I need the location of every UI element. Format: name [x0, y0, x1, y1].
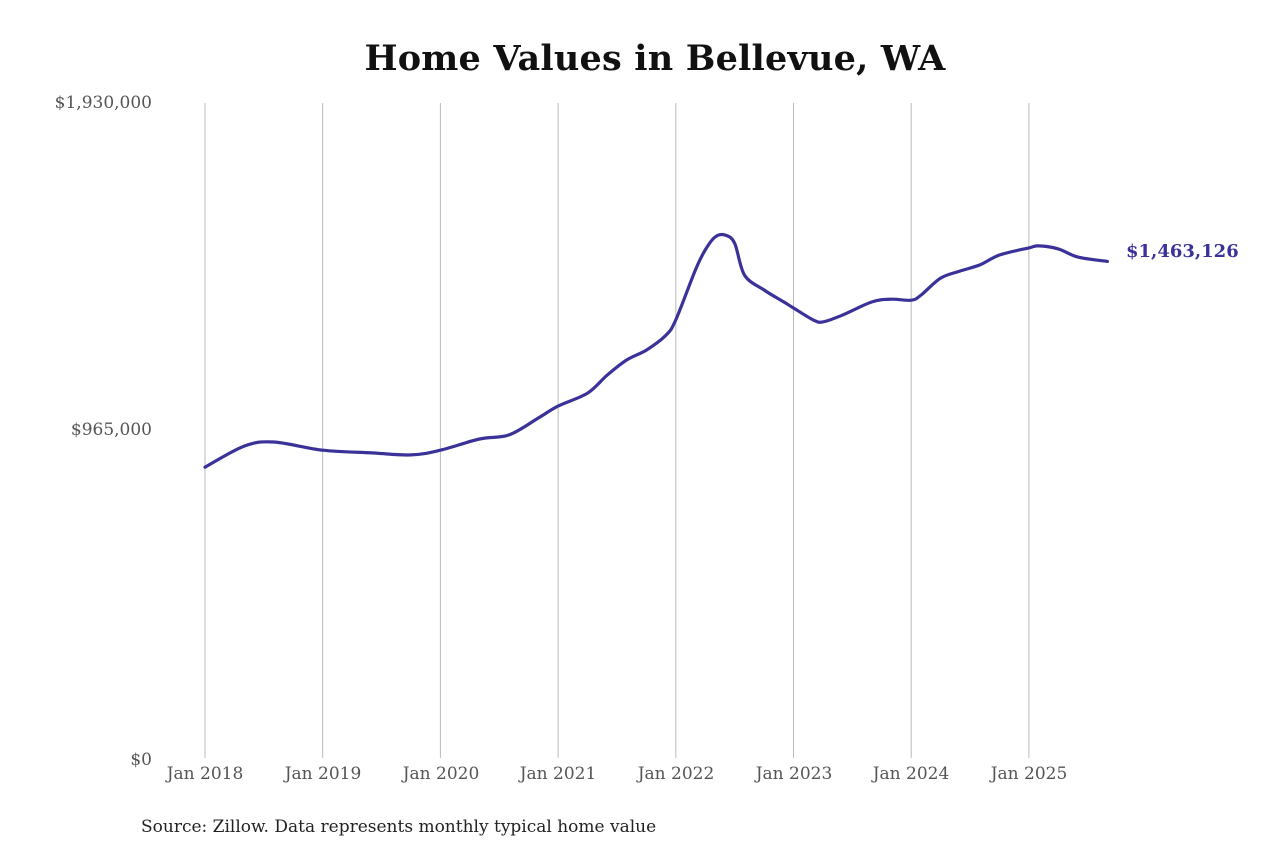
vertical-gridlines — [204, 103, 1030, 758]
home-value-line — [203, 232, 1109, 469]
x-tick-label-2021: Jan 2021 — [519, 764, 597, 784]
latest-value-label: $1,463,126 — [1126, 241, 1239, 262]
y-tick-label-zero: $0 — [130, 750, 152, 770]
x-tick-label-2018: Jan 2018 — [166, 764, 244, 784]
x-tick-label-2020: Jan 2020 — [402, 764, 480, 784]
x-tick-label-2019: Jan 2019 — [284, 764, 362, 784]
x-tick-label-2023: Jan 2023 — [755, 764, 833, 784]
y-tick-label-max: $1,930,000 — [54, 93, 152, 113]
x-tick-label-2025: Jan 2025 — [990, 764, 1068, 784]
x-tick-label-2024: Jan 2024 — [872, 764, 950, 784]
x-tick-label-2022: Jan 2022 — [637, 764, 715, 784]
chart-title: Home Values in Bellevue, WA — [364, 38, 946, 79]
y-tick-label-mid: $965,000 — [70, 420, 152, 440]
source-note: Source: Zillow. Data represents monthly … — [141, 817, 657, 837]
